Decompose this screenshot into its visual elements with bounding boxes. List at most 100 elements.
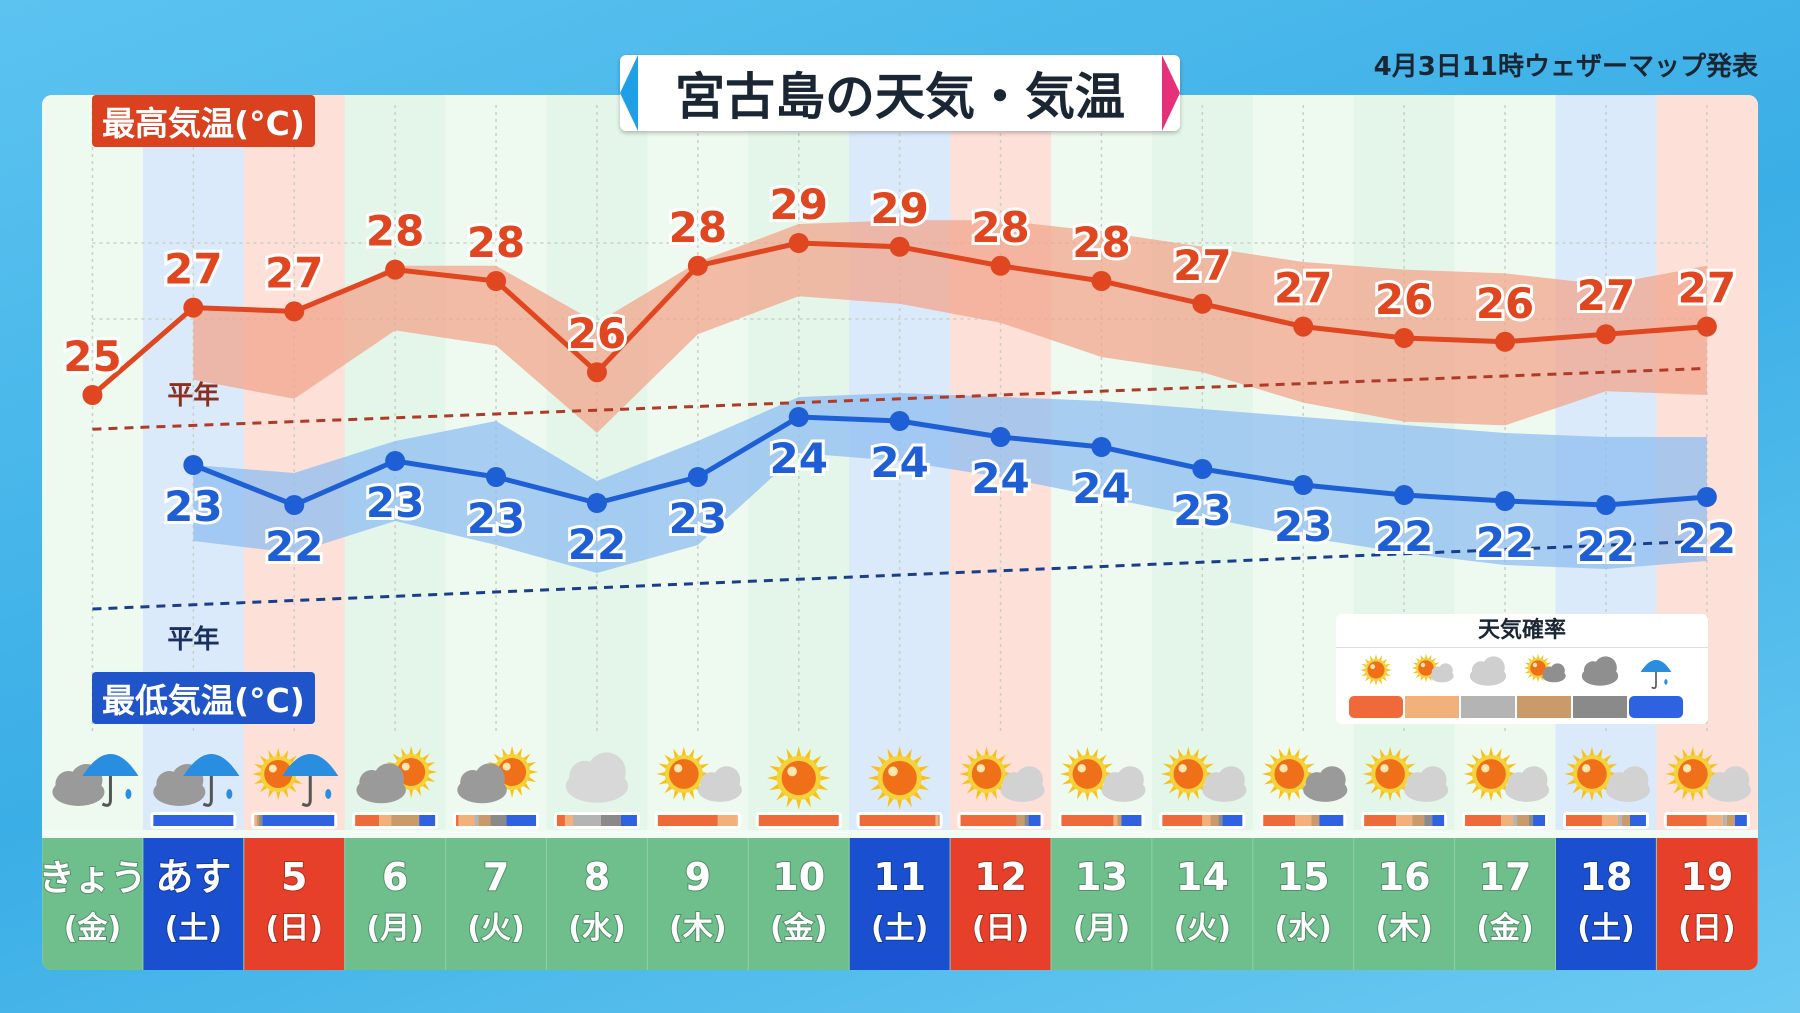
sun-ray bbox=[919, 775, 932, 781]
probability-segment-sunny bbox=[1465, 815, 1502, 826]
low-temp-value-label: 23 bbox=[669, 494, 727, 543]
weekday-label: (土) bbox=[871, 911, 928, 946]
sun-ray bbox=[681, 746, 687, 758]
weekday-label: (金) bbox=[1476, 911, 1533, 946]
cloud-icon bbox=[697, 766, 742, 802]
weather-probability-bar bbox=[1260, 812, 1347, 829]
probability-segment-dark-cloudy bbox=[490, 815, 507, 826]
probability-segment-cloudy-with-sun bbox=[391, 815, 420, 826]
probability-segment-dark-cloudy bbox=[259, 815, 263, 826]
cloud-part bbox=[1482, 656, 1505, 679]
cloud-icon bbox=[1504, 766, 1550, 802]
sun-core bbox=[1375, 759, 1405, 789]
sun-ray bbox=[896, 797, 903, 810]
weather-probability-bar bbox=[1361, 812, 1448, 829]
probability-segment-sunny-then-cloudy bbox=[458, 815, 475, 826]
sun-ray bbox=[1589, 746, 1595, 758]
weather-probability-bar bbox=[856, 812, 943, 829]
sun-ray bbox=[795, 746, 802, 759]
legend-item-sunny bbox=[1349, 654, 1403, 718]
sun-ray bbox=[959, 771, 970, 777]
sun-icon bbox=[1160, 746, 1216, 802]
sun-icon bbox=[1362, 746, 1418, 802]
umbrella-icon bbox=[183, 754, 240, 807]
sun-ray bbox=[509, 788, 515, 799]
sun-ray bbox=[408, 788, 414, 799]
high-temp-value-label: 28 bbox=[366, 207, 424, 256]
umbrella-canopy bbox=[183, 754, 240, 776]
high-temp-point bbox=[1394, 328, 1415, 348]
sun-ray bbox=[427, 769, 438, 775]
sun-ray bbox=[1463, 771, 1475, 777]
sun-ray bbox=[1084, 790, 1091, 802]
weather-probability-bar bbox=[1462, 812, 1549, 829]
sun-highlight bbox=[673, 764, 683, 773]
probability-segment-dark-cloudy bbox=[1424, 815, 1433, 826]
rain-drop bbox=[1664, 679, 1668, 685]
probability-segment-cloudy-with-sun bbox=[1412, 815, 1425, 826]
day-cell bbox=[950, 838, 1052, 970]
day-label: 13 bbox=[1075, 855, 1128, 899]
probability-segment-sunny bbox=[1061, 815, 1114, 826]
cloud-icon bbox=[1542, 663, 1566, 683]
high-temp-point bbox=[1696, 316, 1717, 337]
cloud-icon bbox=[1430, 663, 1454, 683]
day-label: 19 bbox=[1680, 855, 1733, 899]
day-cell bbox=[1151, 838, 1254, 970]
probability-segment-cloudy-with-sun bbox=[1726, 815, 1735, 826]
legend-color-swatch bbox=[1461, 696, 1515, 718]
sun-ray bbox=[1424, 653, 1428, 660]
probability-segment-sunny-then-cloudy bbox=[1601, 815, 1618, 826]
sun-ray bbox=[528, 769, 539, 775]
high-temp-point bbox=[788, 233, 809, 253]
sun-ray bbox=[1690, 746, 1696, 758]
probability-segment-cloudy bbox=[1617, 815, 1622, 826]
legend-color-swatch bbox=[1517, 696, 1571, 718]
high-temp-point bbox=[183, 297, 204, 318]
sun-ray bbox=[1488, 790, 1494, 802]
low-temp-value-label: 22 bbox=[1577, 522, 1635, 571]
probability-segment-sunny bbox=[1565, 815, 1602, 826]
weather-probability-bar bbox=[1562, 812, 1649, 829]
weekday-label: (日) bbox=[266, 911, 323, 946]
probability-segment-dark-cloudy bbox=[1529, 815, 1534, 826]
probability-segment-sunny-then-cloudy bbox=[935, 815, 939, 826]
high-temp-point bbox=[1495, 331, 1516, 352]
day-label: 10 bbox=[772, 855, 825, 899]
weather-probability-bar bbox=[352, 812, 439, 829]
day-label: 8 bbox=[584, 855, 610, 899]
legend-item-cloudy bbox=[1461, 656, 1515, 718]
sun-core bbox=[882, 760, 917, 796]
cloud-part bbox=[1419, 766, 1447, 794]
probability-segment-rain bbox=[1319, 815, 1344, 826]
day-label: 15 bbox=[1277, 855, 1330, 899]
weekday-label: (月) bbox=[1073, 911, 1130, 946]
day-label: 14 bbox=[1176, 855, 1229, 899]
low-temp-value-label: 23 bbox=[366, 478, 424, 527]
rain-drop bbox=[226, 789, 233, 799]
sun-ray bbox=[1059, 771, 1071, 777]
day-label: 6 bbox=[382, 855, 408, 899]
high-temp-value-label: 29 bbox=[770, 180, 828, 229]
sun-highlight bbox=[268, 764, 277, 773]
sun-ray bbox=[656, 771, 667, 777]
sun-ray bbox=[896, 746, 903, 759]
cloud-part bbox=[1217, 766, 1245, 794]
umbrella-wrapper bbox=[1640, 659, 1672, 689]
weather-icon-sun-cloud bbox=[656, 746, 742, 802]
sun-highlight bbox=[1682, 764, 1692, 773]
sun-ray bbox=[1261, 771, 1273, 777]
sun-ray bbox=[1160, 771, 1172, 777]
rain-drop bbox=[325, 789, 332, 799]
low-temp-point bbox=[1595, 495, 1616, 515]
probability-segment-rain bbox=[1432, 815, 1445, 826]
cloud-part bbox=[1594, 656, 1617, 679]
probability-segment-sunny-then-cloudy bbox=[254, 815, 257, 826]
low-temp-value-label: 24 bbox=[1072, 464, 1130, 513]
low-temp-point bbox=[889, 411, 910, 431]
low-temp-value-label: 22 bbox=[568, 520, 626, 569]
day-label: 7 bbox=[483, 855, 509, 899]
high-temp-value-label: 28 bbox=[971, 203, 1029, 252]
high-temp-point bbox=[82, 385, 103, 405]
probability-segment-sunny-then-cloudy bbox=[1295, 815, 1312, 826]
